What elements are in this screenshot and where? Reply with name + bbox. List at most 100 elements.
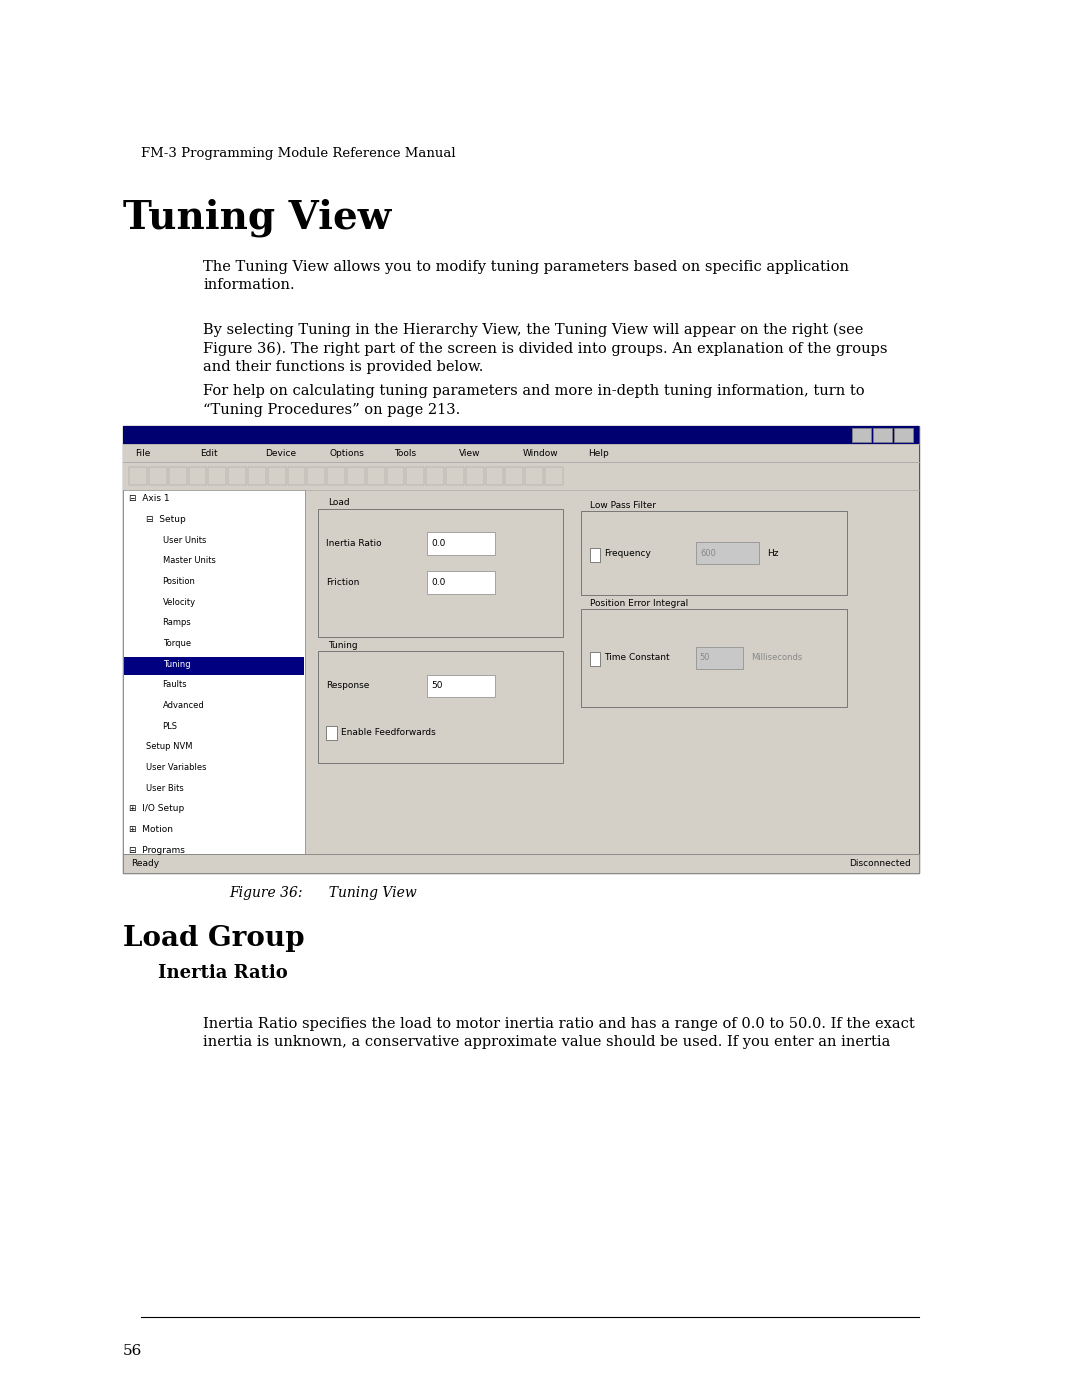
Bar — [168, 467, 187, 486]
Bar — [248, 467, 266, 486]
Text: Velocity: Velocity — [163, 598, 195, 606]
Text: Tuning: Tuning — [328, 641, 357, 650]
Text: View: View — [459, 448, 480, 458]
Bar — [525, 467, 543, 486]
Text: 600: 600 — [700, 549, 716, 557]
Text: Advanced: Advanced — [163, 701, 204, 710]
Text: Hz: Hz — [767, 549, 779, 557]
Text: ⊞  Motion: ⊞ Motion — [130, 826, 173, 834]
Bar — [697, 542, 758, 564]
Bar — [318, 509, 563, 637]
Bar — [228, 467, 246, 486]
Text: By selecting Tuning in the Hierarchy View, the Tuning View will appear on the ri: By selecting Tuning in the Hierarchy Vie… — [203, 323, 888, 374]
Text: Disconnected: Disconnected — [849, 859, 910, 868]
Text: Help: Help — [588, 448, 608, 458]
Text: ⊟  Programs: ⊟ Programs — [130, 845, 185, 855]
Bar — [581, 511, 847, 595]
Bar — [123, 426, 919, 444]
Bar — [428, 675, 495, 697]
Text: FM-3 Programming Module Reference Manual: FM-3 Programming Module Reference Manual — [140, 147, 456, 159]
Bar — [123, 462, 919, 490]
Text: User Units: User Units — [163, 535, 206, 545]
Bar — [189, 467, 206, 486]
Text: File: File — [135, 448, 151, 458]
Bar — [347, 467, 365, 486]
Bar — [590, 652, 600, 666]
Text: Inertia Ratio specifies the load to motor inertia ratio and has a range of 0.0 t: Inertia Ratio specifies the load to moto… — [203, 1017, 915, 1049]
Bar — [505, 467, 523, 486]
Bar — [367, 467, 384, 486]
Text: Window: Window — [523, 448, 558, 458]
Text: User Bits: User Bits — [146, 784, 184, 792]
Text: Torque: Torque — [163, 638, 191, 648]
Bar — [306, 490, 919, 854]
Text: Low Pass Filter: Low Pass Filter — [590, 502, 656, 510]
Bar — [326, 726, 337, 740]
Bar — [852, 429, 872, 443]
Text: 0.0: 0.0 — [431, 539, 446, 548]
Bar — [590, 548, 600, 562]
Text: For help on calculating tuning parameters and more in-depth tuning information, : For help on calculating tuning parameter… — [203, 384, 865, 416]
Text: 56: 56 — [123, 1344, 143, 1358]
Text: Options: Options — [329, 448, 364, 458]
Text: Master Units: Master Units — [163, 556, 215, 566]
Text: Figure 36:      Tuning View: Figure 36: Tuning View — [229, 886, 417, 900]
Bar — [428, 532, 495, 555]
Bar — [387, 467, 404, 486]
Bar — [268, 467, 285, 486]
Text: Friction: Friction — [326, 578, 360, 587]
Bar — [446, 467, 463, 486]
Text: Inertia Ratio: Inertia Ratio — [159, 964, 288, 982]
Text: PLS: PLS — [163, 722, 177, 731]
Bar — [894, 429, 913, 443]
Bar — [149, 467, 166, 486]
Bar — [318, 651, 563, 763]
Text: 50: 50 — [431, 682, 443, 690]
Text: 0.0: 0.0 — [431, 578, 446, 587]
Text: Enable Feedforwards: Enable Feedforwards — [341, 728, 435, 736]
Text: Ready: Ready — [132, 859, 160, 868]
Bar — [327, 467, 345, 486]
Text: ⊟  Axis 1: ⊟ Axis 1 — [130, 495, 170, 503]
Bar — [124, 657, 305, 675]
Bar — [130, 467, 147, 486]
Bar — [874, 429, 892, 443]
Bar — [123, 854, 919, 873]
Text: Position Error Integral: Position Error Integral — [590, 599, 688, 608]
Text: Ramps: Ramps — [163, 619, 191, 627]
Text: Tuning: Tuning — [163, 659, 190, 669]
Text: User Variables: User Variables — [146, 763, 206, 773]
Text: Inertia Ratio: Inertia Ratio — [326, 539, 382, 548]
Bar — [428, 571, 495, 594]
Bar — [308, 467, 325, 486]
Text: Faults: Faults — [163, 680, 187, 689]
Bar — [123, 444, 919, 462]
Text: 50: 50 — [699, 654, 710, 662]
Bar — [486, 467, 503, 486]
Text: Load Group: Load Group — [123, 925, 305, 951]
Text: Tuning View: Tuning View — [123, 198, 391, 237]
Bar — [545, 467, 563, 486]
Bar — [581, 609, 847, 707]
Text: Edit: Edit — [200, 448, 218, 458]
Text: Time Constant: Time Constant — [605, 654, 670, 662]
Text: Setup NVM: Setup NVM — [146, 742, 192, 752]
Bar — [406, 467, 424, 486]
Text: Device: Device — [265, 448, 296, 458]
Bar — [697, 647, 743, 669]
Bar — [427, 467, 444, 486]
Text: The Tuning View allows you to modify tuning parameters based on specific applica: The Tuning View allows you to modify tun… — [203, 260, 849, 292]
Text: Tools: Tools — [394, 448, 416, 458]
Bar — [123, 426, 919, 873]
Text: Frequency: Frequency — [605, 549, 651, 557]
Text: Position: Position — [163, 577, 195, 585]
Text: ⊞  I/O Setup: ⊞ I/O Setup — [130, 805, 185, 813]
Bar — [123, 490, 306, 854]
Text: ⊟  Setup: ⊟ Setup — [146, 515, 186, 524]
Text: Milliseconds: Milliseconds — [752, 654, 802, 662]
Bar — [287, 467, 306, 486]
Text: Load: Load — [328, 499, 350, 507]
Bar — [208, 467, 226, 486]
Bar — [465, 467, 484, 486]
Text: Response: Response — [326, 682, 369, 690]
